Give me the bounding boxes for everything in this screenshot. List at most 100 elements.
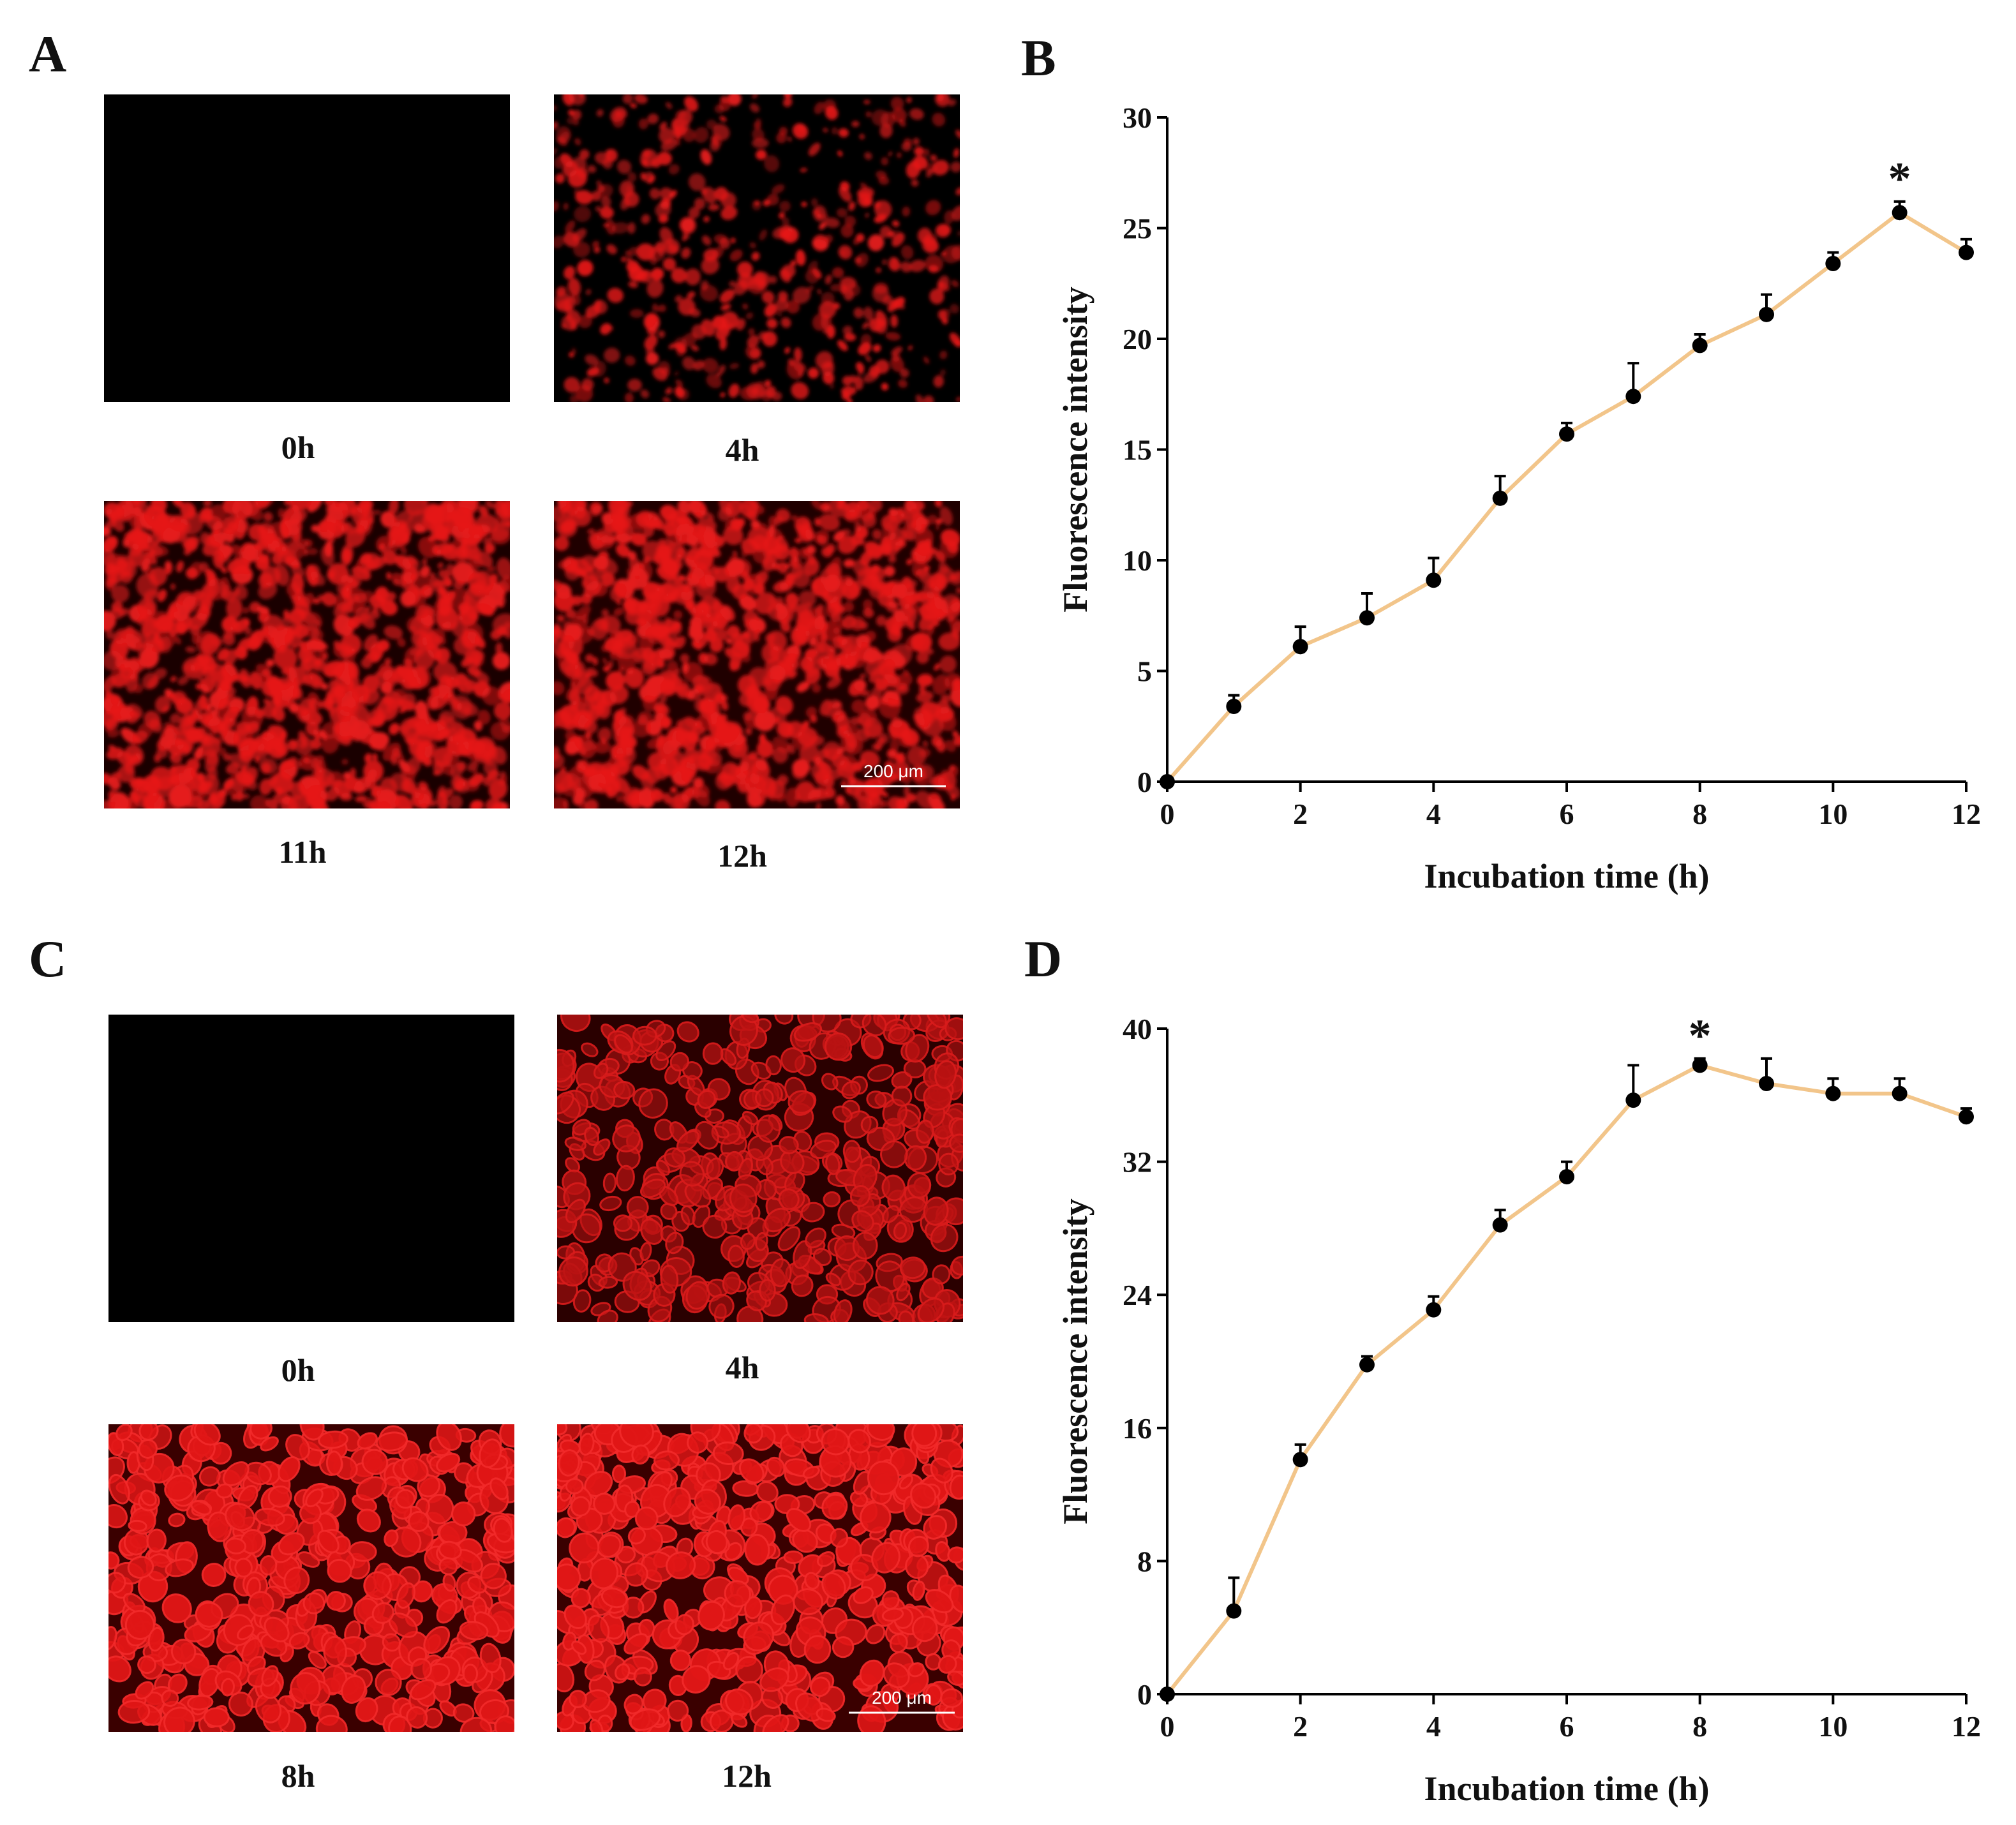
cell-blob (954, 339, 960, 348)
cell-blob (824, 505, 832, 513)
cell-blob (721, 694, 728, 702)
cell-blob (281, 794, 293, 805)
cell-blob (950, 793, 955, 801)
y-tick-label: 10 (1123, 544, 1152, 577)
cell-blob (949, 1133, 963, 1153)
cell-blob (939, 506, 953, 526)
cell-blob (284, 555, 301, 569)
cell-blob (882, 1205, 900, 1223)
cell-blob (745, 727, 752, 736)
cell-blob (625, 355, 636, 366)
cell-blob (257, 743, 265, 752)
panel-letter-c: C (29, 930, 66, 988)
cell-blob (645, 352, 659, 365)
cell-blob (957, 230, 960, 236)
cell-blob (453, 636, 472, 655)
cell-blob (397, 637, 406, 648)
cell-blob (805, 285, 814, 293)
cell-blob (903, 786, 910, 796)
cell-blob (799, 590, 816, 607)
cell-blob (479, 1642, 502, 1674)
cell-blob (290, 781, 306, 800)
cell-blob (604, 377, 609, 384)
cell-blob (645, 800, 653, 808)
cell-blob (944, 210, 955, 224)
cell-blob (685, 1281, 710, 1310)
cell-blob (900, 368, 909, 378)
panel-letter-d: D (1024, 930, 1062, 988)
cell-blob (927, 514, 937, 525)
cell-blob (154, 615, 175, 634)
cell-blob (387, 592, 396, 601)
cell-blob (597, 1534, 622, 1558)
cell-blob (803, 1313, 829, 1322)
cell-blob (579, 149, 590, 160)
cell-blob (793, 556, 799, 563)
cell-blob (305, 564, 319, 586)
cell-blob (849, 717, 862, 726)
cell-blob (906, 161, 921, 179)
cell-blob (825, 105, 839, 120)
data-point (1359, 1357, 1375, 1373)
cell-blob (217, 648, 229, 661)
cell-blob (663, 1487, 691, 1517)
cell-blob (581, 1042, 599, 1057)
data-point (1625, 389, 1641, 405)
y-tick-label: 16 (1123, 1412, 1152, 1445)
cell-blob (937, 1655, 957, 1674)
cell-blob (863, 306, 874, 321)
cell-blob (916, 1119, 934, 1144)
cell-blob (367, 561, 377, 571)
x-tick-label: 12 (1952, 798, 1981, 830)
cell-blob (844, 577, 854, 586)
cell-blob (374, 586, 389, 603)
cell-blob (568, 278, 581, 295)
cell-blob (763, 199, 771, 207)
cell-blob (469, 800, 484, 808)
cell-blob (616, 636, 629, 648)
cell-blob (327, 1558, 352, 1583)
cell-blob (945, 740, 956, 752)
cell-blob (289, 525, 302, 542)
cell-blob (915, 528, 934, 549)
cell-blob (275, 786, 284, 796)
cell-blob (493, 1517, 513, 1543)
cell-blob (892, 233, 905, 247)
cell-blob (913, 138, 920, 145)
cell-blob (607, 288, 624, 303)
cell-blob (950, 686, 960, 707)
cell-blob (404, 501, 427, 516)
cell-blob (719, 115, 727, 122)
cell-blob (261, 680, 281, 697)
cell-blob (154, 667, 167, 680)
cell-blob (845, 512, 862, 523)
cell-blob (779, 230, 791, 240)
cell-blob (225, 1537, 246, 1554)
cell-blob (170, 1639, 197, 1665)
cell-blob (814, 101, 825, 114)
cell-blob (624, 392, 634, 402)
cell-blob (736, 261, 753, 278)
cell-blob (750, 363, 759, 374)
y-tick-label: 0 (1137, 766, 1152, 798)
x-tick-label: 6 (1560, 1710, 1574, 1743)
cell-blob (442, 797, 449, 805)
cell-blob (729, 764, 741, 775)
cell-blob (689, 308, 701, 317)
cell-blob (904, 501, 917, 512)
cell-blob (297, 647, 313, 663)
cell-blob (914, 146, 924, 156)
cell-blob (128, 1519, 147, 1532)
cell-blob (706, 374, 722, 389)
cell-blob (662, 257, 676, 271)
cell-blob (170, 583, 176, 590)
cell-blob (660, 1202, 678, 1220)
cell-blob (856, 191, 863, 196)
cell-blob (661, 367, 671, 376)
cell-blob (188, 613, 209, 630)
cell-blob (571, 292, 581, 306)
cell-blob (613, 1080, 636, 1099)
cell-blob (195, 1602, 223, 1628)
cell-blob (675, 295, 682, 302)
cell-blob (865, 212, 869, 218)
